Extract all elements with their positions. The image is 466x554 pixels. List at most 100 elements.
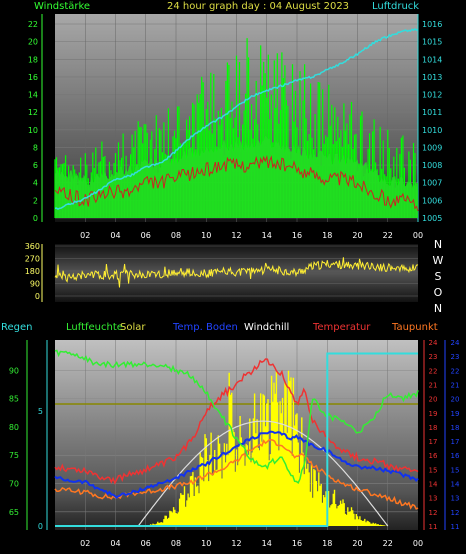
series-temp-boden	[54, 430, 419, 499]
temp-tick-23: 23	[429, 353, 438, 361]
legend-temperatur: Temperatur	[312, 322, 371, 333]
x-tick-label-16: 16	[292, 231, 302, 240]
soil-tick-15: 15	[451, 466, 460, 474]
wind-tick-0: 0	[33, 214, 38, 223]
temp-tick-12: 12	[429, 509, 438, 517]
x-tick-label-08: 08	[171, 231, 181, 240]
pressure-tick-1010: 1010	[422, 126, 442, 135]
x-tick-label-bottom-18: 18	[322, 539, 332, 548]
soil-tick-23: 23	[451, 353, 460, 361]
x-tick-label-bottom-04: 04	[110, 539, 120, 548]
pressure-tick-1009: 1009	[422, 143, 442, 152]
wind-tick-12: 12	[28, 108, 38, 117]
soil-tick-19: 19	[451, 410, 460, 418]
x-tick-label-20: 20	[352, 231, 362, 240]
pressure-tick-1007: 1007	[422, 179, 442, 188]
pressure-tick-1006: 1006	[422, 196, 442, 205]
wind-tick-22: 22	[28, 20, 38, 29]
winddir-series	[54, 257, 419, 288]
panel2-grid	[41, 244, 418, 302]
hum-tick-85: 85	[9, 395, 19, 404]
soil-tick-24: 24	[451, 339, 460, 347]
x-tick-label-02: 02	[80, 231, 90, 240]
wind-tick-8: 8	[33, 143, 38, 152]
x-tick-label-04: 04	[110, 231, 120, 240]
winddir-tick-0: 0	[35, 292, 40, 301]
panel3-tick-labels: 65 70 75 80 85 90 0 5 11 12 13 14 15 16 17 18 19 20 21 22 23…	[9, 339, 460, 531]
x-tick-label-bottom-22: 22	[383, 539, 393, 548]
legend-windchill: Windchill	[244, 322, 289, 333]
x-tick-label-bottom-00: 00	[413, 539, 423, 548]
hum-tick-80: 80	[9, 423, 19, 432]
wind-tick-14: 14	[28, 91, 38, 100]
rain-tick-5: 5	[38, 407, 43, 416]
x-axis-tick-labels: 02 02 04 04 06 06 08 08 10 10 12 12 14 14 16 16 18 18 20 20…	[80, 231, 423, 548]
wind-axis-label: Windstärke	[34, 1, 90, 12]
compass-1: W	[433, 254, 444, 267]
soil-tick-12: 12	[451, 509, 460, 517]
compass-4: N	[434, 302, 442, 315]
wind-area	[55, 135, 418, 218]
series-luftfeuchte	[54, 349, 419, 484]
wind-tick-4: 4	[33, 179, 38, 188]
x-tick-label-bottom-02: 02	[80, 539, 90, 548]
x-tick-label-14: 14	[262, 231, 272, 240]
x-tick-label-06: 06	[141, 231, 151, 240]
x-tick-label-10: 10	[201, 231, 211, 240]
temp-tick-19: 19	[429, 410, 438, 418]
x-tick-label-18: 18	[322, 231, 332, 240]
soil-tick-13: 13	[451, 495, 460, 503]
hum-tick-90: 90	[9, 366, 19, 375]
soil-tick-16: 16	[451, 452, 460, 460]
temp-tick-11: 11	[429, 523, 438, 531]
wind-tick-2: 2	[33, 196, 38, 205]
hum-tick-75: 75	[9, 451, 19, 460]
x-tick-label-12: 12	[231, 231, 241, 240]
wind-tick-18: 18	[28, 55, 38, 64]
temp-tick-21: 21	[429, 381, 438, 389]
x-tick-label-bottom-12: 12	[231, 539, 241, 548]
panel1-tick-labels: 0246810121416182022100510061007100810091…	[28, 20, 443, 223]
legend-regen: Regen	[1, 322, 33, 333]
wind-tick-16: 16	[28, 73, 38, 82]
temp-tick-24: 24	[429, 339, 438, 347]
wind-tick-20: 20	[28, 38, 38, 47]
x-tick-label-bottom-06: 06	[141, 539, 151, 548]
compass-2: S	[435, 270, 442, 283]
hum-tick-70: 70	[9, 480, 19, 489]
temp-tick-16: 16	[429, 452, 438, 460]
winddir-tick-180: 180	[25, 267, 40, 276]
x-tick-label-22: 22	[383, 231, 393, 240]
pressure-tick-1012: 1012	[422, 91, 442, 100]
soil-tick-18: 18	[451, 424, 460, 432]
x-tick-label-bottom-08: 08	[171, 539, 181, 548]
series-temperatur	[54, 358, 419, 485]
winddir-tick-90: 90	[30, 280, 40, 289]
temp-tick-20: 20	[429, 396, 438, 404]
x-tick-label-bottom-14: 14	[262, 539, 272, 548]
pressure-tick-1016: 1016	[422, 20, 442, 29]
soil-tick-11: 11	[451, 523, 460, 531]
temp-tick-17: 17	[429, 438, 438, 446]
compass-0: N	[434, 238, 442, 251]
rain-tick-0: 0	[38, 522, 43, 531]
panel3-series	[54, 349, 419, 527]
temp-tick-13: 13	[429, 495, 438, 503]
series-winddir	[54, 257, 419, 288]
hum-tick-65: 65	[9, 508, 19, 517]
pressure-tick-1008: 1008	[422, 161, 442, 170]
pressure-axis-label: Luftdruck	[372, 1, 419, 12]
legend-taupunkt: Taupunkt	[391, 322, 438, 333]
temp-tick-15: 15	[429, 466, 438, 474]
temp-tick-22: 22	[429, 367, 438, 375]
soil-tick-21: 21	[451, 381, 460, 389]
series-luftdruck	[54, 28, 419, 210]
legend-solar: Solar	[120, 322, 146, 333]
series-windstaerke	[54, 155, 419, 212]
wind-tick-10: 10	[28, 126, 38, 135]
compass-3: O	[434, 286, 443, 299]
pressure-tick-1015: 1015	[422, 38, 442, 47]
legend-luftfeuchte: Luftfeuchte	[66, 322, 123, 333]
